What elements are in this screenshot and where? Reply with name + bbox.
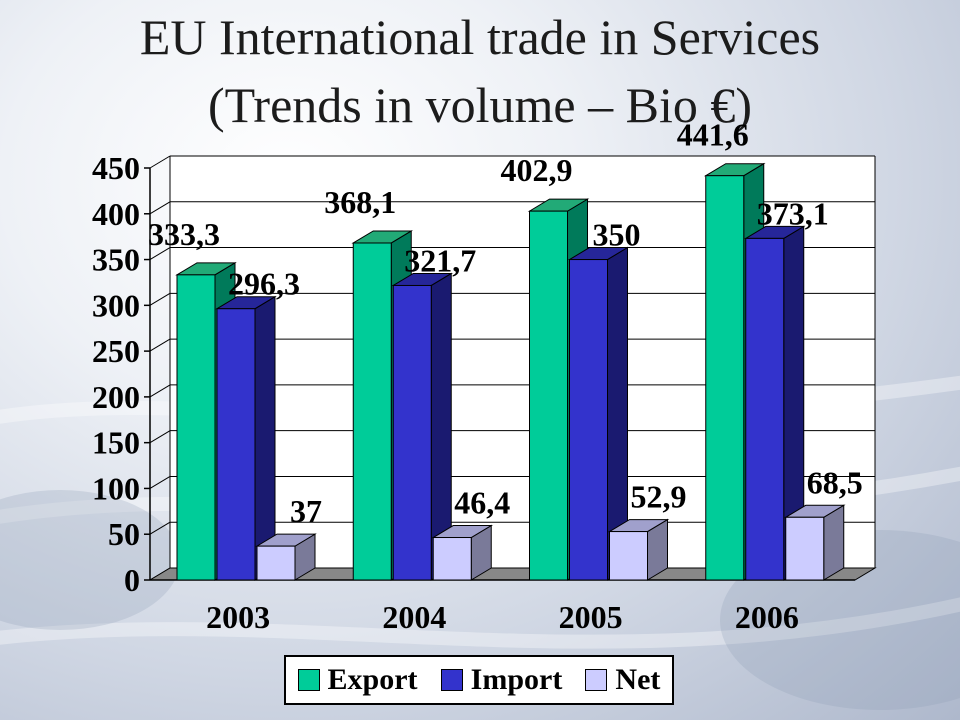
y-tick-label: 50 — [108, 516, 140, 552]
legend-item-export: Export — [297, 663, 418, 697]
bar-front-face — [176, 274, 216, 581]
gridline-side — [149, 430, 171, 444]
data-label-import-2003: 296,3 — [228, 266, 300, 302]
y-tick-label: 250 — [92, 333, 140, 369]
legend-label-import: Import — [470, 663, 563, 696]
bar-net-2006 — [783, 504, 846, 581]
x-tick-label-2005: 2005 — [559, 599, 623, 635]
bar-import-2006 — [743, 225, 806, 581]
data-label-export-2004: 368,1 — [324, 184, 396, 220]
gridline-side — [149, 247, 171, 260]
legend-item-net: Net — [585, 663, 660, 697]
data-label-import-2004: 321,7 — [404, 242, 476, 278]
gridline-side — [149, 476, 171, 489]
y-tick-label: 150 — [92, 425, 140, 461]
bar-front-face — [705, 175, 745, 581]
data-label-export-2006: 441,6 — [677, 117, 749, 153]
gridline-side — [149, 384, 171, 398]
bar-front-face — [569, 259, 608, 581]
legend-item-import: Import — [440, 663, 563, 697]
data-label-import-2005: 350 — [593, 217, 641, 253]
bar-front-face — [529, 210, 568, 581]
bar-front-face — [745, 237, 785, 581]
y-tick-label: 200 — [92, 379, 140, 415]
chart-title: EU International trade in Services — [139, 9, 821, 65]
data-label-net-2003: 37 — [290, 493, 322, 529]
bar-front-face — [609, 531, 648, 581]
bar-net-2005 — [607, 518, 670, 581]
legend: Export Import Net — [284, 655, 674, 705]
bar-front-face — [785, 516, 825, 581]
legend-label-export: Export — [327, 663, 418, 696]
y-tick-label: 0 — [124, 562, 140, 598]
data-label-net-2006: 68,5 — [807, 464, 863, 500]
legend-label-net: Net — [615, 663, 661, 696]
x-tick-label-2006: 2006 — [735, 599, 799, 635]
gridline-side — [149, 521, 171, 535]
bar-import-2005 — [567, 246, 630, 581]
x-tick-label-2003: 2003 — [206, 599, 270, 635]
bar-import-2003 — [215, 295, 277, 581]
bar-front-face — [352, 242, 392, 581]
data-label-export-2005: 402,9 — [501, 152, 573, 188]
legend-swatch-export — [297, 669, 320, 691]
gridline-side — [149, 338, 171, 352]
bar-front-face — [432, 537, 472, 581]
bar-net-2004 — [431, 524, 494, 581]
gridline-side — [149, 201, 171, 215]
data-label-net-2005: 52,9 — [631, 479, 687, 515]
bar-side-face — [823, 504, 845, 581]
y-tick-label: 100 — [92, 470, 140, 506]
bar-front-face — [216, 308, 256, 581]
bar-front-face — [256, 545, 296, 581]
bar-net-2003 — [255, 533, 317, 581]
y-tick-label: 350 — [92, 242, 140, 278]
data-label-net-2004: 46,4 — [454, 485, 510, 521]
legend-swatch-import — [440, 669, 463, 691]
legend-swatch-net — [585, 669, 608, 691]
data-label-export-2003: 333,3 — [148, 216, 220, 252]
y-tick-label: 300 — [92, 287, 140, 323]
data-label-import-2006: 373,1 — [757, 195, 829, 231]
chart-subtitle: (Trends in volume – Bio €) — [208, 77, 752, 133]
y-tick-label: 450 — [92, 150, 140, 186]
gridline-side — [149, 155, 171, 169]
y-tick-label: 400 — [92, 196, 140, 232]
gridline-side — [149, 292, 171, 306]
bar-front-face — [392, 284, 432, 581]
bar-import-2004 — [391, 272, 454, 581]
x-tick-label-2004: 2004 — [382, 599, 446, 635]
